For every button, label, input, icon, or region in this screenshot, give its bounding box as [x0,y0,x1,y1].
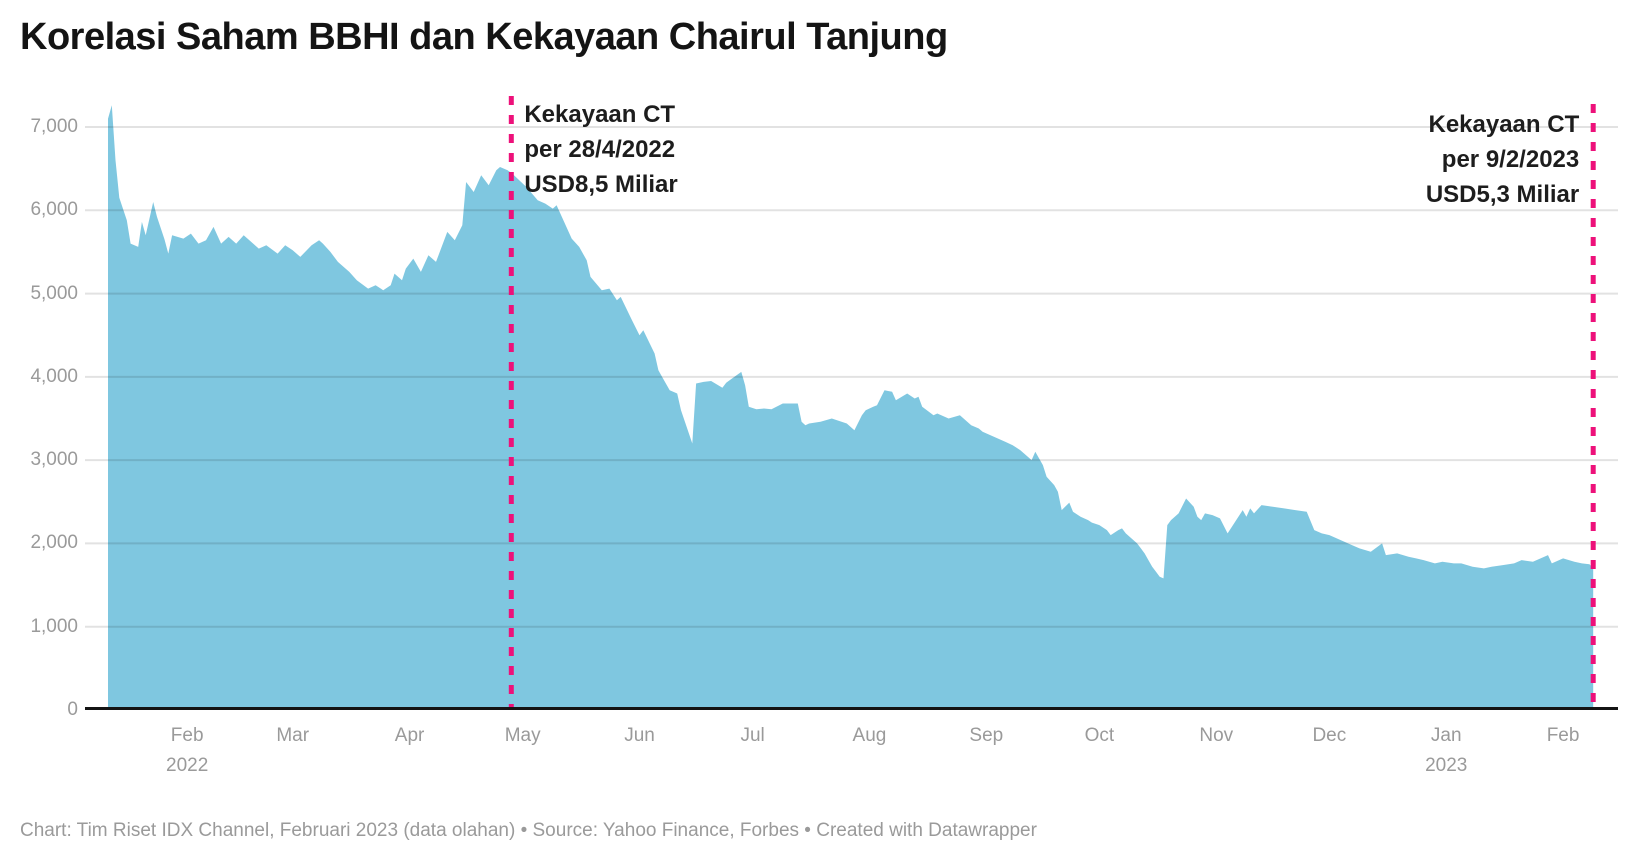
y-axis-tick-label: 6,000 [30,199,78,221]
y-axis-tick-label: 1,000 [30,615,78,637]
x-tick-year: 2022 [166,755,209,776]
x-tick-month: May [504,725,541,746]
x-axis-tick-label: Oct [1039,721,1159,751]
annotation-text-line: Kekayaan CT [524,101,676,128]
x-axis-tick-label: Sep [926,721,1046,751]
page-title: Korelasi Saham BBHI dan Kekayaan Chairul… [20,16,948,58]
x-tick-month: Feb [170,725,204,746]
x-tick-month: Mar [276,725,310,746]
y-axis-tick-label: 4,000 [30,365,78,387]
x-tick-month: Nov [1199,725,1234,746]
x-tick-month: Feb [1546,725,1580,746]
x-tick-month: Jun [624,725,655,746]
annotation-text-line: per 9/2/2023 [1441,146,1580,173]
y-axis-tick-label: 0 [67,699,78,720]
x-axis-tick-label: Jul [693,721,813,751]
annotation-kekayaan-ct-2022: Kekayaan CT per 28/4/2022 USD8,5 Miliar [524,97,677,202]
y-axis-tick-label: 7,000 [30,116,78,137]
annotation-text-line: per 28/4/2022 [524,136,676,163]
x-axis-tick-label: Jan 2023 [1386,721,1506,781]
chart-footer: Chart: Tim Riset IDX Channel, Februari 2… [20,820,1037,841]
x-axis-tick-label: Aug [809,721,929,751]
x-tick-year: 2023 [1425,755,1468,776]
annotation-text-line: USD8,5 Miliar [524,171,678,198]
annotation-text-line: Kekayaan CT [1428,111,1580,138]
x-axis-tick-label: Nov [1156,721,1276,751]
annotation-text-line: USD5,3 Miliar [1425,181,1580,208]
x-axis-tick-label: Feb [1503,721,1623,751]
y-axis-tick-label: 2,000 [30,532,78,554]
x-axis-tick-label: Jun [580,721,700,751]
bbhi-area-series[interactable] [108,105,1594,711]
x-tick-month: Aug [852,725,887,746]
x-axis-tick-label: Dec [1269,721,1389,751]
x-tick-month: Jul [740,725,765,746]
x-axis-tick-label: May [463,721,583,751]
x-tick-month: Jan [1430,725,1462,746]
x-axis-tick-label: Mar [233,721,353,751]
y-axis-tick-label: 3,000 [30,449,78,471]
y-axis-tick-label: 5,000 [30,282,78,304]
x-axis-tick-label: Feb 2022 [127,721,247,781]
x-tick-month: Sep [969,725,1004,746]
x-tick-month: Oct [1084,725,1115,746]
annotation-kekayaan-ct-2023: Kekayaan CT per 9/2/2023 USD5,3 Miliar [1426,107,1579,212]
x-tick-month: Apr [394,725,425,746]
x-tick-month: Dec [1312,725,1347,746]
x-axis-tick-label: Apr [350,721,470,751]
